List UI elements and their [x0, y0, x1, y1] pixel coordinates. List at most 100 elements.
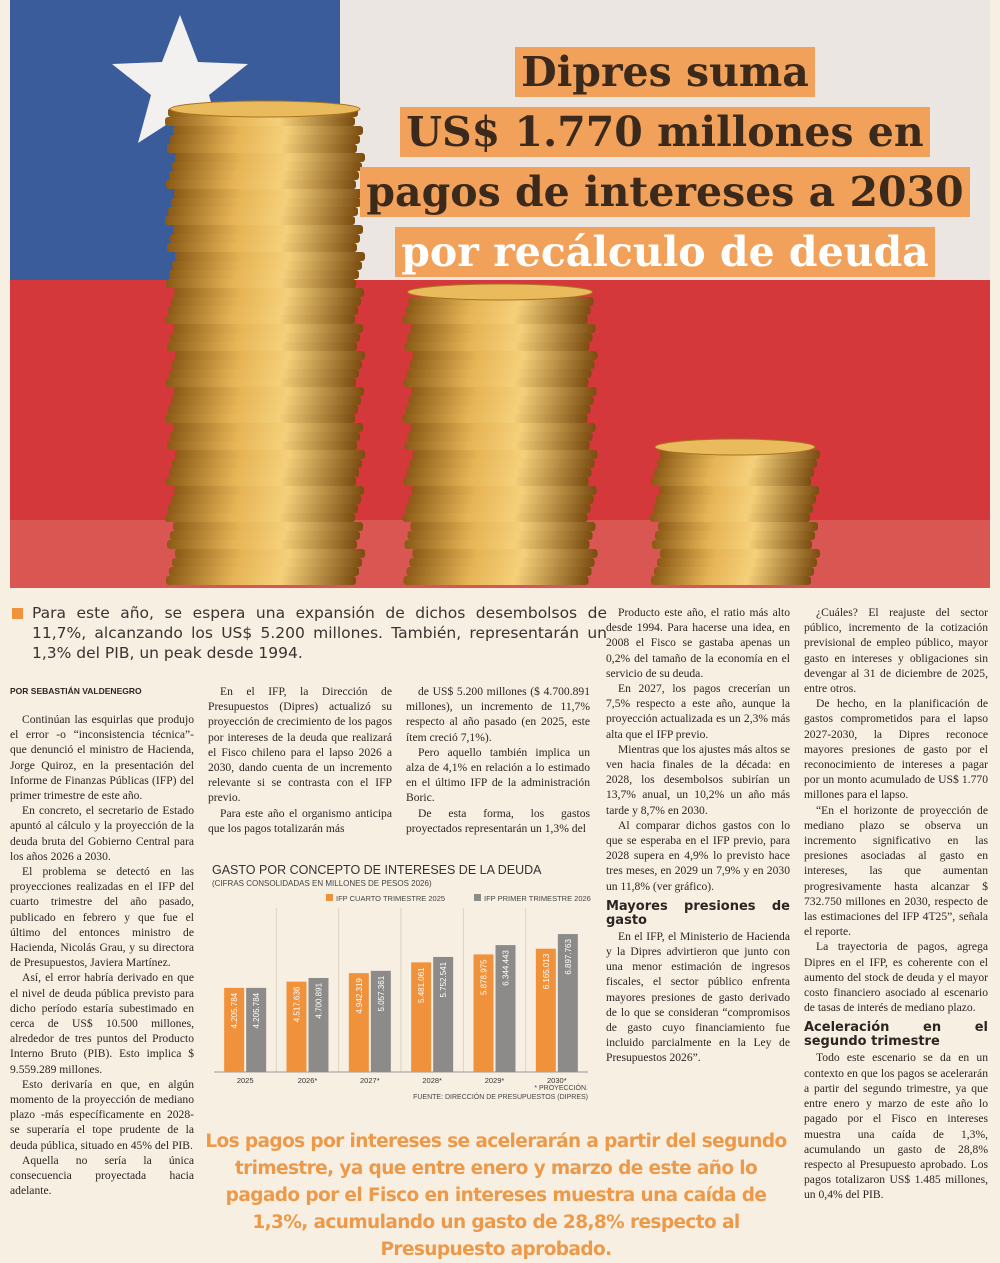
coin-edge — [169, 171, 359, 180]
x-tick-label: 2027* — [360, 1076, 380, 1085]
paragraph: ¿Cuáles? El reajuste del sector público,… — [804, 606, 988, 696]
chart-subtitle: (CIFRAS CONSOLIDADAS EN MILLONES DE PESO… — [212, 879, 432, 888]
coin-edge — [165, 513, 355, 522]
coin-edge — [411, 486, 597, 495]
coin-edge — [175, 549, 365, 558]
coin-edge — [654, 468, 814, 477]
coin-edge — [405, 504, 591, 513]
chart-title: GASTO POR CONCEPTO DE INTERESES DE LA DE… — [212, 863, 542, 877]
coin-edge — [167, 441, 357, 450]
coin-edge — [411, 387, 597, 396]
paragraph: Producto este año, el ratio más alto des… — [606, 606, 790, 680]
coin-edge — [402, 513, 588, 522]
paragraph: Así, el error habría derivado en que el … — [10, 971, 194, 1076]
coin-edge — [175, 252, 365, 261]
bar — [370, 970, 391, 1072]
coin-edge — [170, 135, 360, 144]
paragraph: Aquella no sería la única consecuencia p… — [10, 1153, 194, 1198]
coin-edge — [409, 459, 595, 468]
paragraph: En el IFP, la Dirección de Presupuestos … — [208, 685, 392, 805]
x-tick-label: 2030* — [547, 1076, 567, 1085]
coin-edge — [403, 477, 589, 486]
value-label: 5.481.061 — [417, 967, 426, 1003]
headline-line: Dipres suma — [515, 47, 815, 97]
coin-edge — [658, 522, 818, 531]
coin-edge — [166, 477, 356, 486]
flag-star — [112, 15, 248, 143]
coin-edge — [172, 558, 362, 567]
coin-edge — [404, 342, 590, 351]
coin-edge — [167, 144, 357, 153]
coin-edge — [168, 207, 358, 216]
coin-edge — [657, 558, 817, 567]
coin-edge — [169, 468, 359, 477]
coin-edge — [166, 279, 356, 288]
coin-edge — [412, 549, 598, 558]
coin-edge — [410, 522, 596, 531]
coin-edge — [165, 414, 355, 423]
coin-edge — [405, 306, 591, 315]
headline-line: US$ 1.770 millones en — [400, 107, 930, 157]
byline: POR SEBASTIÁN VALDENEGRO — [10, 686, 142, 696]
coin-edge — [175, 450, 365, 459]
bar — [246, 987, 267, 1072]
coin-edge — [174, 288, 364, 297]
coin-edge — [166, 378, 356, 387]
coin-edge — [168, 405, 358, 414]
coin-edge — [174, 189, 364, 198]
x-tick-label: 2026* — [298, 1076, 318, 1085]
pull-quote: Los pagos por intereses se acelerarán a … — [205, 1131, 787, 1260]
bar — [411, 962, 432, 1072]
subhead: Mayores presiones de gasto — [606, 898, 790, 928]
value-label: 6.165.013 — [542, 953, 551, 989]
coin-edge — [172, 360, 362, 369]
coin-edge — [169, 369, 359, 378]
bar — [308, 977, 329, 1072]
coin-edge — [167, 243, 357, 252]
text-column: Continúan las esquirlas que produjo el e… — [10, 712, 194, 1260]
x-tick-label: 2029* — [485, 1076, 505, 1085]
coin-edge — [170, 432, 360, 441]
paragraph: Pero aquello también implica un alza de … — [406, 745, 590, 805]
coin-edge — [170, 333, 360, 342]
coin-edge — [404, 540, 590, 549]
coin-edge — [403, 576, 589, 585]
value-label: 4.205.784 — [230, 992, 239, 1028]
coin-edge — [405, 405, 591, 414]
text-column: ¿Cuáles? El reajuste del sector público,… — [804, 605, 988, 1243]
legend-swatch — [474, 894, 481, 901]
bar — [557, 934, 578, 1072]
coin-edge — [651, 477, 811, 486]
coin-edge — [170, 531, 360, 540]
value-label: 6.344.443 — [502, 950, 511, 986]
coin-edge — [660, 549, 820, 558]
coin-edge — [410, 324, 596, 333]
legend-label: IFP PRIMER TRIMESTRE 2026 — [484, 894, 591, 903]
coin-top — [654, 438, 816, 456]
coin-edge — [406, 567, 592, 576]
coin-edge — [174, 387, 364, 396]
coin-edge — [171, 495, 361, 504]
coin-edge — [652, 540, 812, 549]
coin-top — [169, 100, 361, 118]
paragraph: Mientras que los ajustes más altos se ve… — [606, 742, 790, 817]
text-column: de US$ 5.200 millones ($ 4.700.891 millo… — [406, 684, 590, 854]
paragraph: En 2027, los pagos crecerían un 7,5% res… — [606, 682, 790, 741]
paragraph: de US$ 5.200 millones ($ 4.700.891 millo… — [406, 685, 590, 744]
photo — [10, 0, 990, 588]
coin-edge — [166, 180, 356, 189]
chart: GASTO POR CONCEPTO DE INTERESES DE LA DE… — [206, 858, 594, 1108]
coin-edge — [171, 297, 361, 306]
coin-edge — [412, 450, 598, 459]
paragraph: Esto derivaría en que, en algún momento … — [10, 1077, 194, 1152]
coin-edge — [168, 504, 358, 513]
paragraph: En el IFP, el Ministerio de Hacienda y l… — [606, 929, 790, 1065]
coin-edge — [165, 117, 355, 126]
coin-edge — [654, 567, 814, 576]
chart-note: FUENTE: DIRECCIÓN DE PRESUPUESTOS (DIPRE… — [413, 1092, 588, 1101]
coin-edge — [656, 495, 816, 504]
coin-edge — [408, 495, 594, 504]
bar — [224, 987, 245, 1072]
paragraph: “En el horizonte de proyección de median… — [804, 803, 988, 939]
